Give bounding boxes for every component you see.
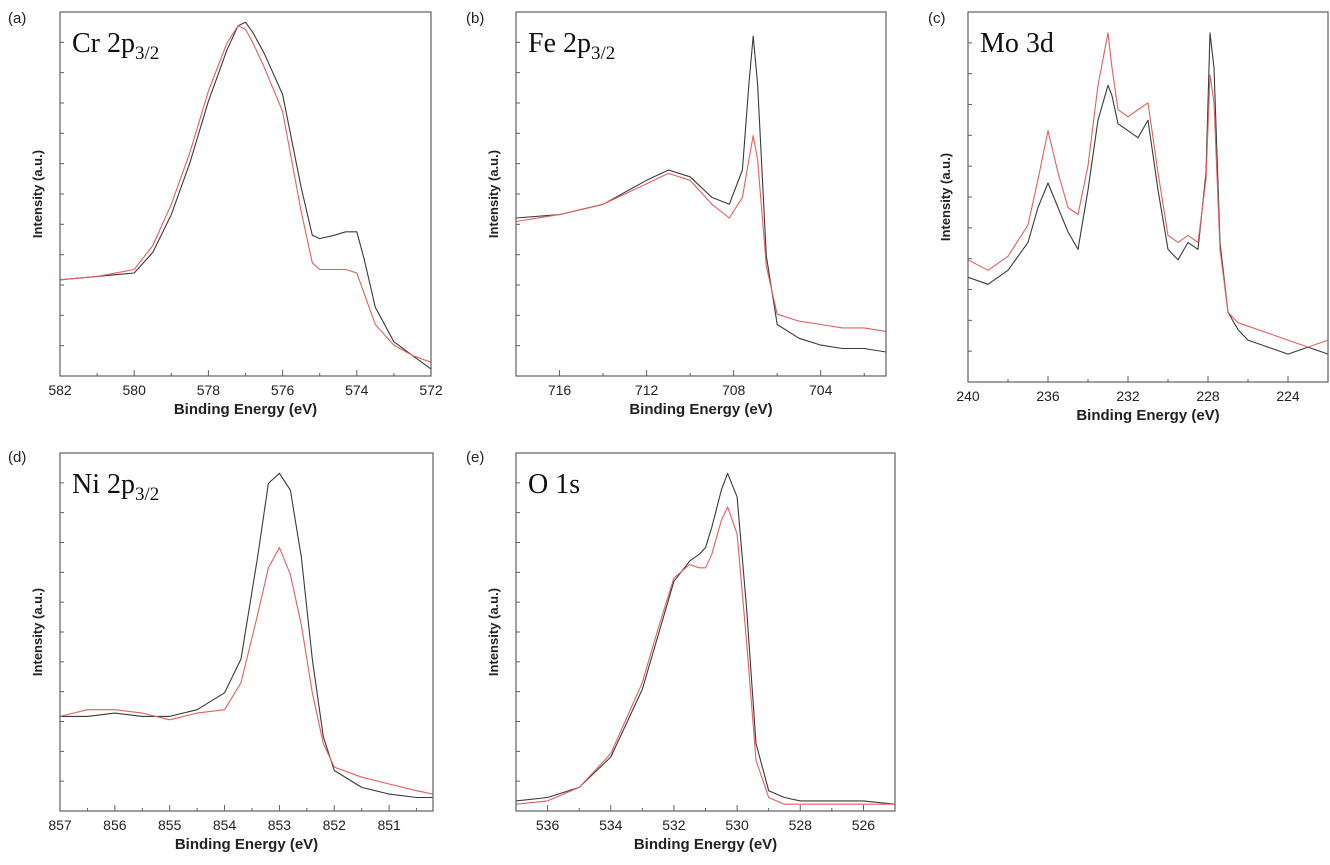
plot-frame [515, 11, 887, 377]
x-tick-label: 582 [48, 382, 72, 398]
x-tick-label: 580 [123, 382, 147, 398]
chart-panel-3: 240 236 232 228 224 Binding Energy (eV) Intens… [928, 10, 1329, 424]
x-tick-label: 853 [268, 817, 292, 833]
panel-letter: (e) [466, 449, 484, 466]
plot-frame [515, 452, 896, 812]
panel-letter: (a) [8, 10, 26, 27]
x-tick-label: 528 [789, 817, 813, 833]
y-axis-label: Intensity (a.u.) [486, 588, 501, 676]
series-line-1 [516, 472, 895, 805]
element-title: Cr 2p3/2 [72, 28, 159, 64]
x-tick-label: 852 [323, 817, 347, 833]
element-title: Ni 2p3/2 [72, 469, 159, 505]
x-tick-label: 578 [197, 382, 221, 398]
chart-panel-2: 716 712 708 704 Binding Energy (eV) Intensity… [466, 10, 887, 418]
y-axis-label: Intensity (a.u.) [486, 150, 501, 238]
chart-panel-5: 536 534 532 530 528 526 Binding Energy (eV) Int… [466, 449, 896, 853]
x-tick-label: 704 [809, 382, 833, 398]
series-line-1 [60, 472, 433, 799]
element-name: O 1s [528, 469, 580, 500]
series-line-2 [60, 25, 431, 363]
series-line-2 [516, 506, 895, 805]
series-line-2 [516, 135, 886, 332]
x-tick-label: 236 [1036, 388, 1060, 404]
x-axis-label: Binding Energy (eV) [174, 401, 317, 418]
x-tick-label: 857 [48, 817, 72, 833]
y-axis-label: Intensity (a.u.) [30, 588, 45, 676]
element-subscript: 3/2 [135, 43, 159, 64]
element-name: Cr 2p [72, 28, 135, 59]
x-tick-label: 228 [1196, 388, 1220, 404]
element-title: Mo 3d [980, 28, 1054, 59]
element-name: Mo 3d [980, 28, 1054, 59]
x-axis-label: Binding Energy (eV) [634, 836, 777, 853]
x-tick-label: 240 [956, 388, 980, 404]
x-tick-label: 526 [852, 817, 876, 833]
series-line-1 [968, 32, 1328, 355]
x-tick-label: 716 [548, 382, 572, 398]
x-tick-label: 574 [345, 382, 369, 398]
x-tick-label: 712 [635, 382, 659, 398]
series-line-2 [968, 32, 1328, 348]
x-tick-label: 534 [599, 817, 623, 833]
chart-panel-4: 857 856 855 854 853 852 851 Binding Energy (eV)… [8, 449, 434, 853]
chart-panel-1: 582 580 578 576 574 572 Binding Energy (eV) Int… [8, 10, 443, 418]
x-tick-label: 232 [1116, 388, 1140, 404]
element-name: Fe 2p [528, 28, 591, 59]
element-subscript: 3/2 [135, 484, 159, 505]
plot-frame [59, 452, 434, 812]
x-tick-label: 530 [725, 817, 749, 833]
series-line-1 [516, 35, 886, 353]
y-axis-label: Intensity (a.u.) [30, 150, 45, 238]
x-tick-label: 572 [419, 382, 443, 398]
x-tick-label: 708 [722, 382, 746, 398]
x-tick-label: 532 [662, 817, 686, 833]
x-tick-label: 854 [213, 817, 237, 833]
plot-frame [59, 11, 432, 377]
element-title: Fe 2p3/2 [528, 28, 615, 64]
element-name: Ni 2p [72, 469, 135, 500]
x-tick-label: 856 [103, 817, 127, 833]
series-line-1 [60, 21, 431, 370]
x-tick-label: 224 [1276, 388, 1300, 404]
x-axis-label: Binding Energy (eV) [175, 836, 318, 853]
x-tick-label: 576 [271, 382, 295, 398]
x-tick-label: 536 [536, 817, 560, 833]
panel-letter: (d) [8, 449, 26, 466]
x-tick-label: 851 [377, 817, 401, 833]
element-subscript: 3/2 [591, 43, 615, 64]
series-line-2 [60, 547, 433, 795]
panel-letter: (c) [928, 10, 946, 27]
y-axis-label: Intensity (a.u.) [938, 153, 953, 241]
x-axis-label: Binding Energy (eV) [629, 401, 772, 418]
x-axis-label: Binding Energy (eV) [1076, 407, 1219, 424]
plot-frame [967, 11, 1329, 383]
x-tick-label: 855 [158, 817, 182, 833]
panel-letter: (b) [466, 10, 484, 27]
element-title: O 1s [528, 469, 580, 500]
